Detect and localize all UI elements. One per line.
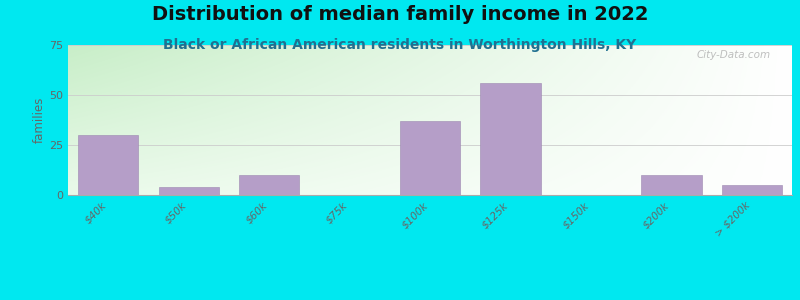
Bar [722, 185, 782, 195]
Y-axis label: families: families [34, 97, 46, 143]
Bar [641, 175, 702, 195]
Text: Distribution of median family income in 2022: Distribution of median family income in … [152, 4, 648, 23]
Bar [400, 121, 460, 195]
Bar [158, 187, 219, 195]
Bar [78, 135, 138, 195]
Bar [480, 83, 541, 195]
Bar [239, 175, 299, 195]
Text: City-Data.com: City-Data.com [696, 50, 770, 59]
Text: Black or African American residents in Worthington Hills, KY: Black or African American residents in W… [163, 38, 637, 52]
